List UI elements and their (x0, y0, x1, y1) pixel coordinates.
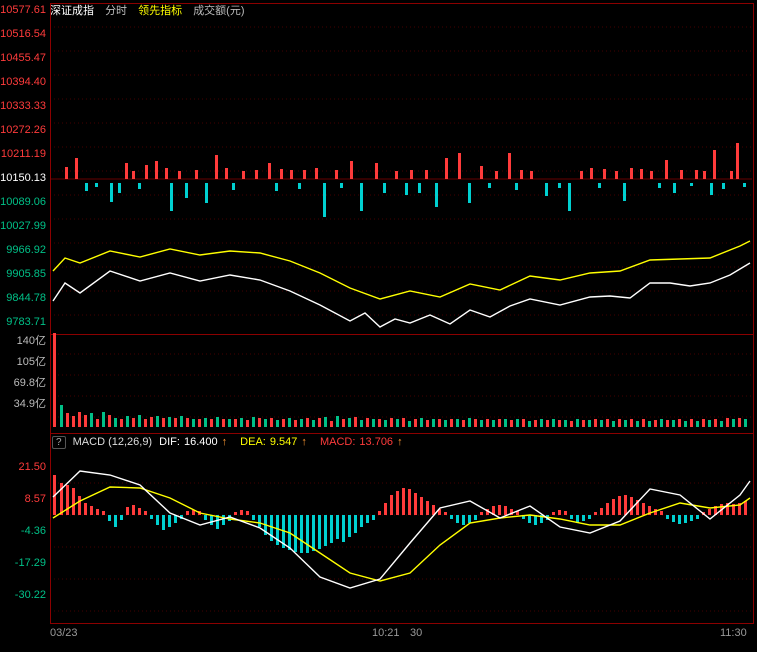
y-axis-label: 10150.13 (0, 173, 46, 184)
y-axis-label: 10577.61 (0, 5, 46, 16)
y-axis-label: -17.29 (0, 558, 46, 569)
y-axis-label: 10333.33 (0, 101, 46, 112)
y-axis-label: 10455.47 (0, 53, 46, 64)
y-axis-label: 105亿 (0, 357, 46, 368)
y-axis-label: -30.22 (0, 590, 46, 601)
x-axis-label: 30 (410, 627, 422, 639)
macd-chart-svg (50, 433, 752, 623)
y-axis-label: 21.50 (0, 462, 46, 473)
y-axis-label: -4.36 (0, 526, 46, 537)
y-axis-label: 10394.40 (0, 77, 46, 88)
y-axis-label: 10089.06 (0, 197, 46, 208)
y-axis-label: 10027.99 (0, 221, 46, 232)
y-axis-label: 10516.54 (0, 29, 46, 40)
y-axis-label: 140亿 (0, 336, 46, 347)
y-axis-label: 69.8亿 (0, 378, 46, 389)
y-axis-label: 10272.26 (0, 125, 46, 136)
y-axis-label: 9905.85 (0, 269, 46, 280)
y-axis-label: 9783.71 (0, 317, 46, 328)
y-axis-label: 34.9亿 (0, 399, 46, 410)
y-axis-label: 10211.19 (0, 149, 46, 160)
y-axis-label: 8.57 (0, 494, 46, 505)
price-chart-svg (50, 3, 752, 333)
x-axis-label: 03/23 (50, 627, 78, 639)
volume-chart-svg (50, 333, 752, 433)
y-axis-label: 9966.92 (0, 245, 46, 256)
x-axis-label: 10:21 (372, 627, 400, 639)
y-axis-label: 9844.78 (0, 293, 46, 304)
x-axis-label: 11:30 (720, 627, 747, 639)
